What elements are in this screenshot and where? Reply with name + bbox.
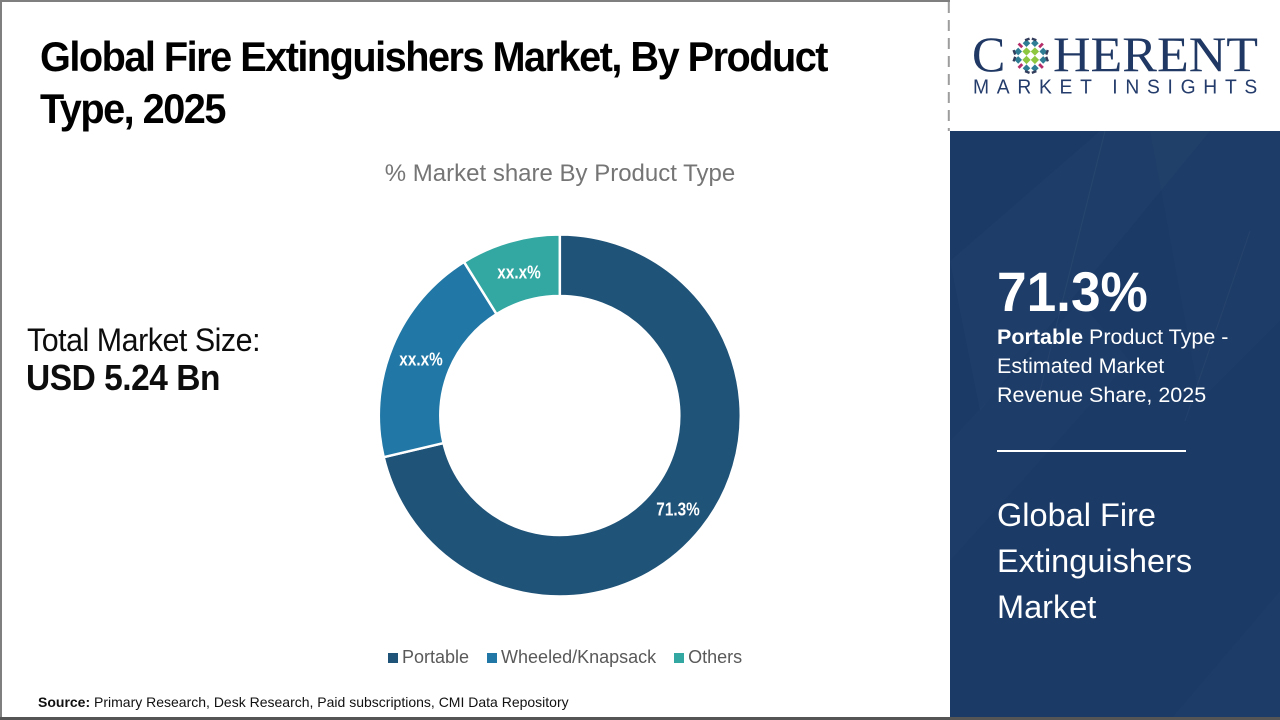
- svg-text:C: C: [972, 26, 1005, 82]
- svg-text:MARKET INSIGHTS: MARKET INSIGHTS: [973, 77, 1265, 99]
- svg-text:HERENT: HERENT: [1053, 26, 1258, 82]
